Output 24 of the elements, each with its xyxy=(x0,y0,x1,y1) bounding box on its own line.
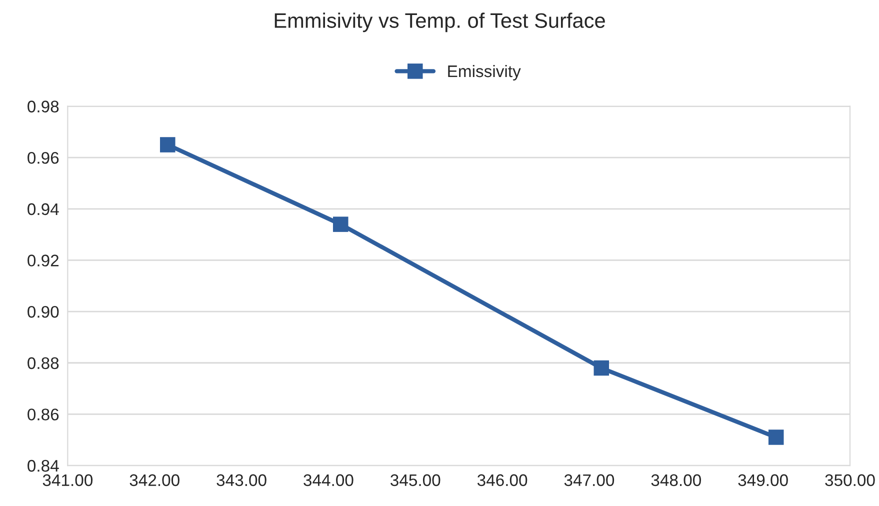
x-tick-label: 344.00 xyxy=(304,474,354,486)
legend-label: Emissivity xyxy=(448,64,521,80)
y-tick-label: 0.92 xyxy=(28,254,59,266)
y-tick-label: 0.98 xyxy=(28,100,59,112)
y-tick-label: 0.84 xyxy=(28,460,59,472)
point xyxy=(594,360,610,376)
x-tick-label: 350.00 xyxy=(825,474,875,486)
y-tick-label: 0.88 xyxy=(28,357,59,370)
point xyxy=(768,430,784,445)
x-tick-label: 345.00 xyxy=(390,474,440,486)
x-tick-label: 343.00 xyxy=(216,474,266,486)
x-tick-label: 341.00 xyxy=(42,474,93,486)
y-tick-label: 0.94 xyxy=(28,203,59,216)
point xyxy=(332,216,348,232)
x-tick-label: 342.00 xyxy=(130,474,180,486)
x-tick-label: 348.00 xyxy=(651,474,701,486)
chart-title: Emmisivity vs Temp. of Test Surface xyxy=(274,12,605,32)
point xyxy=(160,137,176,152)
y-tick-label: 0.90 xyxy=(28,306,59,318)
x-tick-label: 347.00 xyxy=(564,474,614,486)
x-tick-label: 346.00 xyxy=(477,474,528,486)
y-tick-label: 0.96 xyxy=(28,152,59,164)
y-tick-label: 0.86 xyxy=(28,408,59,420)
x-tick-label: 349.00 xyxy=(738,474,788,486)
